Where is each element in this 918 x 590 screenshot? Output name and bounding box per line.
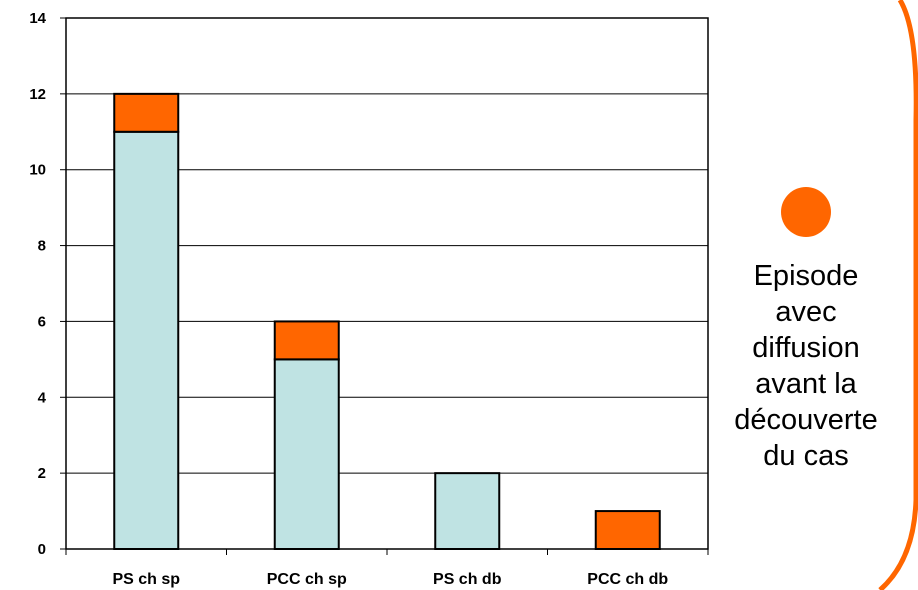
bar-segment-series-1 (113, 130, 180, 551)
y-tick-label: 14 (29, 10, 46, 27)
bar-segment-series-1 (434, 472, 501, 550)
y-tick-label: 10 (29, 162, 46, 179)
bar-segment-series-2 (594, 510, 661, 551)
bars (113, 92, 661, 551)
y-tick-label: 0 (38, 541, 46, 558)
axes: 0 2 4 6 8 10 12 14 PS ch sp PCC ch sp PS ch db PCC … (29, 10, 709, 588)
x-category-label: PCC ch sp (267, 571, 347, 588)
decorative-frame-arc (878, 0, 918, 590)
x-category-label: PCC ch db (587, 571, 668, 588)
legend-marker-dot (781, 187, 831, 237)
y-tick-label: 4 (38, 389, 47, 406)
legend-label: Episode avec diffusion avant la découver… (734, 260, 878, 472)
y-tick-label: 6 (38, 313, 46, 330)
y-tick-label: 2 (38, 465, 46, 482)
bar-segment-series-2 (113, 92, 180, 133)
bar-segment-series-2 (273, 320, 340, 361)
y-tick-label: 8 (38, 238, 46, 255)
y-tick-label: 12 (29, 86, 46, 103)
bar-segment-series-1 (273, 358, 340, 550)
x-category-label: PS ch db (433, 571, 502, 588)
x-category-label: PS ch sp (112, 571, 180, 588)
